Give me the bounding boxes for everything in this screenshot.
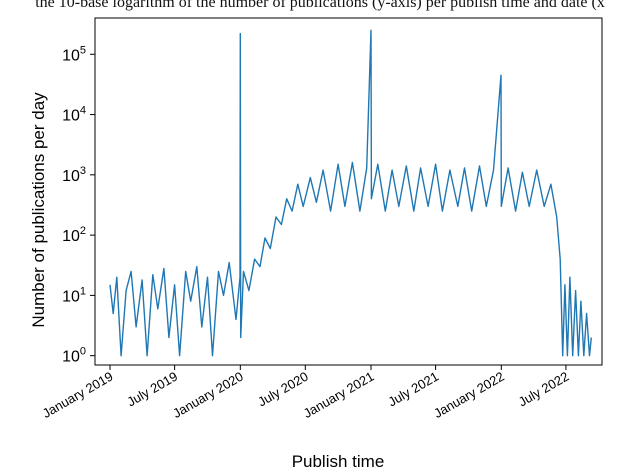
y-axis-label: Number of publications per day <box>29 92 48 328</box>
x-tick-label: July 2019 <box>124 369 180 410</box>
series-line <box>109 29 592 357</box>
figure-caption: the 10-base logarithm of the number of p… <box>35 0 605 11</box>
x-tick-label: January 2020 <box>170 369 246 421</box>
x-tick-label: July 2022 <box>516 369 572 410</box>
plot-frame <box>94 17 603 366</box>
y-tick-label: 104 <box>62 105 86 125</box>
y-ticks: 100 101 102 103 104 105 <box>62 44 95 366</box>
y-tick-label: 105 <box>62 44 86 64</box>
y-tick-label: 102 <box>62 225 86 245</box>
y-axis-title: Number of publications per day <box>29 92 48 328</box>
x-tick-label: July 2020 <box>255 369 311 410</box>
y-tick-label: 100 <box>62 346 86 366</box>
y-tick-label: 103 <box>62 165 86 185</box>
x-tick-label: January 2022 <box>431 369 507 421</box>
x-axis-title: Publish time <box>292 452 385 471</box>
x-tick-label: January 2021 <box>301 369 377 421</box>
y-tick-label: 101 <box>62 285 86 305</box>
x-tick-label: July 2021 <box>385 369 441 410</box>
x-tick-label: January 2019 <box>40 369 116 421</box>
